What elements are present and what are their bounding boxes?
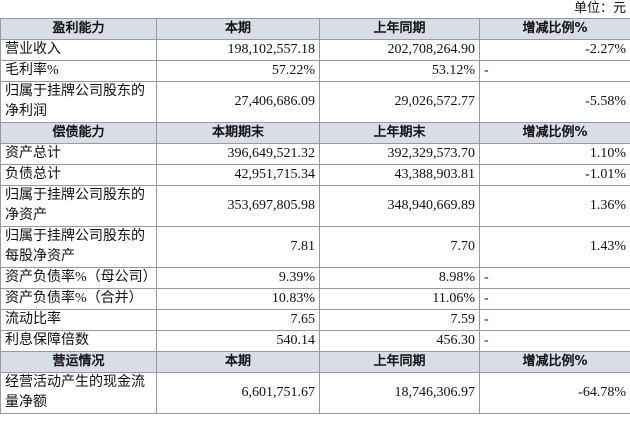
row-label: 毛利率% [0, 60, 157, 82]
value-cell: -5.58% [479, 81, 630, 123]
row-label: 资产负债率%（母公司） [0, 267, 157, 289]
row-label: 归属于挂牌公司股东的净资产 [0, 185, 157, 227]
row-label: 经营活动产生的现金流量净额 [0, 372, 157, 414]
value-cell: -64.78% [479, 372, 630, 414]
data-row: 资产总计 396,649,521.32 392,329,573.70 1.10% [0, 143, 630, 165]
value-cell: 7.65 [156, 309, 320, 331]
value-cell: 1.43% [479, 226, 630, 268]
header-cell: 增减比例% [479, 351, 630, 373]
value-cell: 57.22% [156, 60, 320, 82]
value-cell: 540.14 [156, 330, 320, 352]
data-row: 营业收入 198,102,557.18 202,708,264.90 -2.27% [0, 39, 630, 61]
header-cell: 本期 [156, 18, 320, 40]
value-cell: 11.06% [319, 288, 480, 310]
value-cell: 7.81 [156, 226, 320, 268]
value-cell: 27,406,686.09 [156, 81, 320, 123]
row-label: 资产总计 [0, 143, 157, 165]
value-cell: -2.27% [479, 39, 630, 61]
value-cell: 1.10% [479, 143, 630, 165]
value-cell: 10.83% [156, 288, 320, 310]
header-cell: 增减比例% [479, 18, 630, 40]
value-cell: - [479, 60, 630, 82]
value-cell: 1.36% [479, 185, 630, 227]
header-cell: 增减比例% [479, 122, 630, 144]
data-row: 利息保障倍数 540.14 456.30- [0, 330, 630, 352]
value-cell: - [479, 288, 630, 310]
header-cell: 偿债能力 [0, 122, 157, 144]
header-cell: 本期 [156, 351, 320, 373]
header-cell: 上年同期 [319, 18, 480, 40]
data-row: 归属于挂牌公司股东的净资产 353,697,805.98 348,940,669.8… [0, 185, 630, 227]
unit-label: 单位：元 [573, 0, 626, 15]
header-cell: 盈利能力 [0, 18, 157, 40]
value-cell: 198,102,557.18 [156, 39, 320, 61]
value-cell: 353,697,805.98 [156, 185, 320, 227]
row-label: 负债总计 [0, 164, 157, 186]
row-label: 资产负债率%（合并） [0, 288, 157, 310]
value-cell: 202,708,264.90 [319, 39, 480, 61]
data-row: 流动比率 7.65 7.59- [0, 309, 630, 331]
data-row: 毛利率% 57.22% 53.12% - [0, 60, 630, 82]
value-cell: 348,940,669.89 [319, 185, 480, 227]
data-row: 经营活动产生的现金流量净额 6,601,751.67 18,746,306.97 -6… [0, 372, 630, 414]
data-row: 资产负债率%（母公司） 9.39% 8.98% - [0, 267, 630, 289]
value-cell: - [479, 309, 630, 331]
header-cell: 营运情况 [0, 351, 157, 373]
header-cell: 上年期末 [319, 122, 480, 144]
row-label: 流动比率 [0, 309, 157, 331]
row-label: 营业收入 [0, 39, 157, 61]
value-cell: -1.01% [479, 164, 630, 186]
value-cell: 7.70 [319, 226, 480, 268]
value-cell: 9.39% [156, 267, 320, 289]
data-row: 资产负债率%（合并） 10.83% 11.06% - [0, 288, 630, 310]
value-cell: 29,026,572.77 [319, 81, 480, 123]
value-cell: 8.98% [319, 267, 480, 289]
value-cell: 392,329,573.70 [319, 143, 480, 165]
value-cell: 396,649,521.32 [156, 143, 320, 165]
section-header-row: 营运情况 本期 上年同期 增减比例% [0, 351, 630, 373]
value-cell: 18,746,306.97 [319, 372, 480, 414]
data-row: 归属于挂牌公司股东的每股净资产 7.81 7.70 1.43% [0, 226, 630, 268]
value-cell: - [479, 267, 630, 289]
value-cell: 7.59 [319, 309, 480, 331]
value-cell: 42,951,715.34 [156, 164, 320, 186]
row-label: 归属于挂牌公司股东的每股净资产 [0, 226, 157, 268]
header-cell: 本期期末 [156, 122, 320, 144]
row-label: 利息保障倍数 [0, 330, 157, 352]
header-cell: 上年同期 [319, 351, 480, 373]
financial-table: 盈利能力 本期 上年同期 增减比例% 营业收入 198,102,557.18 202,708… [0, 18, 630, 414]
section-header-row: 偿债能力 本期期末 上年期末 增减比例% [0, 122, 630, 144]
value-cell: 456.30 [319, 330, 480, 352]
data-row: 负债总计 42,951,715.34 43,388,903.81 -1.01% [0, 164, 630, 186]
value-cell: - [479, 330, 630, 352]
row-label: 归属于挂牌公司股东的净利润 [0, 81, 157, 123]
section-header-row: 盈利能力 本期 上年同期 增减比例% [0, 18, 630, 40]
value-cell: 6,601,751.67 [156, 372, 320, 414]
value-cell: 53.12% [319, 60, 480, 82]
data-row: 归属于挂牌公司股东的净利润 27,406,686.09 29,026,572.77-… [0, 81, 630, 123]
value-cell: 43,388,903.81 [319, 164, 480, 186]
